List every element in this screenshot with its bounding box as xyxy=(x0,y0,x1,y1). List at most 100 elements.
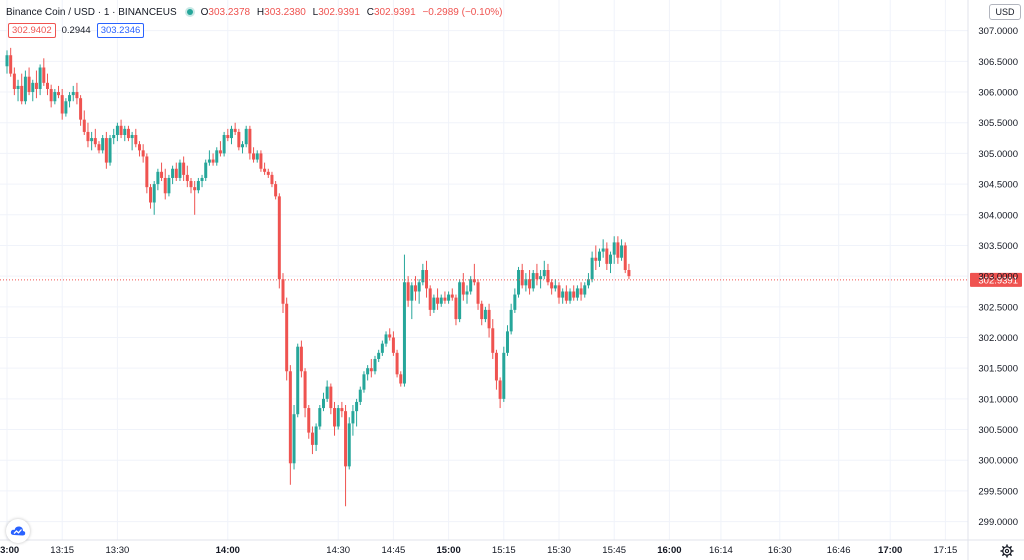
price-axis[interactable]: 307.0000 306.5000 306.0000 305.5000 305.0000… xyxy=(967,0,1018,560)
x-tick-label: 14:30 xyxy=(326,545,350,556)
tradingview-cloud-icon[interactable] xyxy=(6,519,30,543)
candle-body xyxy=(351,411,355,424)
symbol-legend: Binance Coin / USD · 1 · BINANCEUS O303.… xyxy=(6,5,507,19)
candle xyxy=(60,88,64,120)
candle xyxy=(244,125,248,148)
open-label: O xyxy=(200,6,209,18)
candle xyxy=(115,122,119,142)
candle xyxy=(406,276,410,307)
candle xyxy=(200,174,204,188)
candle xyxy=(388,328,392,341)
candle-body xyxy=(336,408,340,427)
candle xyxy=(108,135,112,166)
candle xyxy=(23,70,27,105)
ask-button[interactable]: 303.2346 xyxy=(96,23,145,38)
candle xyxy=(303,368,307,418)
candle-body xyxy=(594,257,598,261)
candle-body xyxy=(321,398,325,409)
candle xyxy=(568,288,572,304)
candle xyxy=(42,58,46,86)
candle-body xyxy=(274,184,278,197)
candle xyxy=(583,282,587,298)
candle xyxy=(369,358,373,378)
candle xyxy=(49,84,53,108)
candle xyxy=(502,346,506,402)
candle-body xyxy=(362,374,366,390)
candle xyxy=(34,70,38,99)
high-value: 303.2380 xyxy=(264,6,306,18)
candle-body xyxy=(318,408,322,427)
candle xyxy=(594,245,598,270)
candle-body xyxy=(163,177,167,194)
candle-body xyxy=(9,55,13,74)
candle-body xyxy=(38,67,42,89)
candle-body xyxy=(45,82,49,89)
candle-body xyxy=(108,138,112,163)
y-tick-label: 303.0000 xyxy=(978,272,1018,283)
candle xyxy=(31,79,35,102)
candle-body xyxy=(461,282,465,295)
change-value: −0.2989 (−0.10%) xyxy=(422,6,503,18)
y-tick-label: 306.0000 xyxy=(978,88,1018,99)
candle xyxy=(141,144,145,163)
candle xyxy=(277,193,281,289)
candle-body xyxy=(439,297,443,304)
candle-body xyxy=(344,411,348,467)
candle xyxy=(590,251,594,283)
candle xyxy=(86,122,90,148)
candle-body xyxy=(627,270,631,277)
candle-body xyxy=(469,279,473,292)
candle xyxy=(285,297,289,381)
candle-body xyxy=(355,401,359,412)
candle xyxy=(347,417,351,470)
symbol-title[interactable]: Binance Coin / USD · 1 · BINANCEUS xyxy=(6,6,177,18)
candle-body xyxy=(259,153,263,169)
y-tick-label: 306.5000 xyxy=(978,57,1018,68)
candle-body xyxy=(616,242,620,258)
candle xyxy=(45,73,49,96)
candle-body xyxy=(546,270,550,283)
candle-body xyxy=(27,76,31,93)
bid-button[interactable]: 302.9402 xyxy=(8,23,56,38)
open-value: 303.2378 xyxy=(208,6,251,18)
candle xyxy=(575,285,579,301)
candle xyxy=(174,162,178,182)
candle-body xyxy=(196,181,200,191)
candle-body xyxy=(502,352,506,399)
candle xyxy=(215,147,219,166)
candle-body xyxy=(296,346,300,415)
candle-body xyxy=(557,285,561,298)
currency-button[interactable]: USD xyxy=(989,4,1021,20)
candle-body xyxy=(79,98,83,120)
candle xyxy=(528,270,532,295)
candle xyxy=(417,279,421,304)
candle-body xyxy=(413,285,417,292)
y-tick-label: 305.0000 xyxy=(978,149,1018,160)
x-tick-label: 13:00 xyxy=(0,545,19,556)
candle xyxy=(391,331,395,356)
candle-body xyxy=(310,432,314,445)
candle xyxy=(509,303,513,335)
gear-icon[interactable] xyxy=(1000,544,1014,558)
x-tick-label: 15:00 xyxy=(436,545,460,556)
low-value: 302.9391 xyxy=(318,6,360,18)
candle-body xyxy=(494,352,498,381)
y-tick-label: 302.5000 xyxy=(978,302,1018,313)
candle-body xyxy=(174,168,178,178)
time-axis[interactable]: 13:00 13:15 13:30 14:00 14:30 14:45 15:00 15:15… xyxy=(0,539,1024,556)
candle xyxy=(450,288,454,301)
x-tick-label: 15:45 xyxy=(602,545,626,556)
candle-body xyxy=(402,282,406,384)
candle xyxy=(167,174,171,197)
y-tick-label: 302.0000 xyxy=(978,333,1018,344)
candle xyxy=(425,260,429,298)
candle-body xyxy=(314,426,318,445)
candle-body xyxy=(377,352,381,359)
candle-body xyxy=(255,153,259,160)
candle-body xyxy=(601,248,605,252)
candle-body xyxy=(119,125,123,135)
candle xyxy=(550,279,554,295)
candle-body xyxy=(447,294,451,301)
candle xyxy=(137,141,141,157)
